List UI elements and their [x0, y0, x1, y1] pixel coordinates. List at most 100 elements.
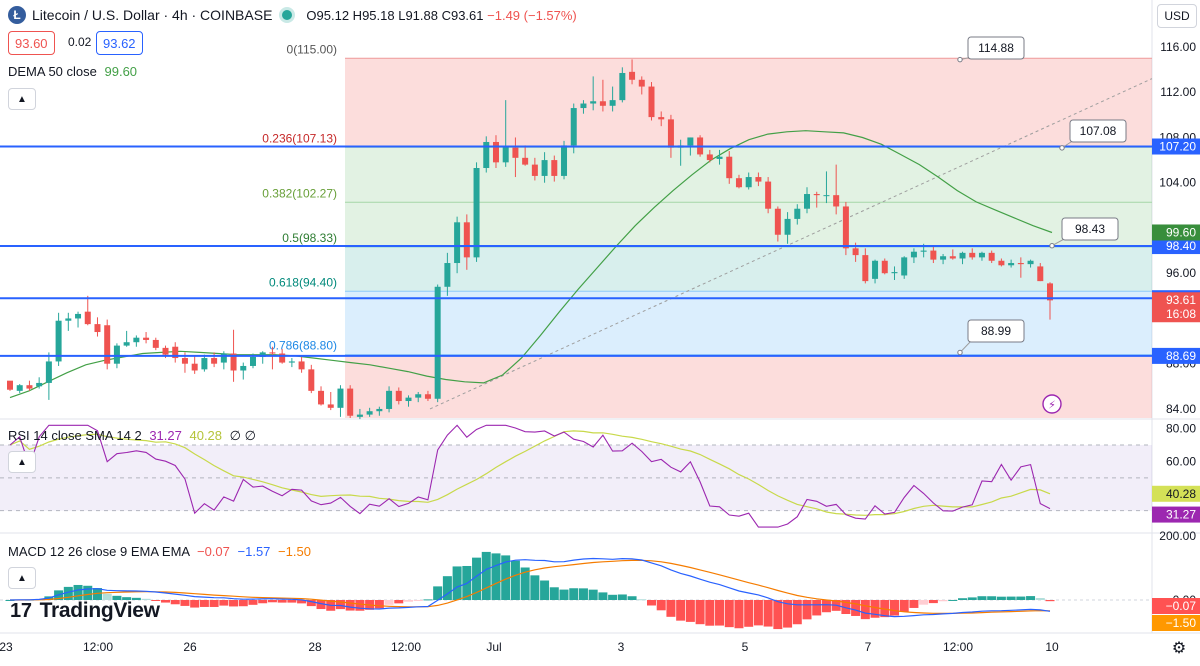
candle [881, 258, 888, 275]
macd-hist-bar [783, 600, 793, 628]
macd-hist-bar [209, 600, 219, 607]
macd-hist-bar [1045, 600, 1055, 602]
currency-button[interactable]: USD [1157, 4, 1197, 28]
macd-hist-bar [744, 600, 754, 627]
candle-body [162, 347, 169, 355]
candle [629, 59, 636, 85]
candle [813, 191, 820, 208]
candle-body [181, 358, 188, 364]
macd-hist-bar [472, 557, 482, 600]
candle [842, 201, 849, 256]
candle [347, 385, 354, 418]
callout-box [967, 36, 1025, 60]
macd-hist-badge-label: −0.07 [1166, 599, 1197, 613]
macd-tick-label: 200.00 [1159, 529, 1196, 543]
candle-body [269, 352, 276, 354]
macd-hist-bar [267, 600, 277, 603]
fib-level-label: 0(115.00) [287, 42, 337, 56]
candle [940, 253, 947, 265]
candle [969, 248, 976, 260]
macd-hist-bar [763, 600, 773, 627]
macd-legend[interactable]: MACD 12 26 close 9 EMA EMA −0.07 −1.57 −… [8, 544, 311, 559]
price-callout[interactable]: 107.08 [1059, 119, 1127, 151]
candle-body [1047, 283, 1053, 301]
rsi-sma-line [9, 430, 1051, 516]
dema-legend[interactable]: DEMA 50 close 99.60 [8, 64, 137, 79]
macd-hist-bar [238, 600, 248, 607]
candle-body [36, 382, 43, 387]
candle [949, 249, 956, 260]
candle-body [502, 146, 509, 163]
candle [123, 330, 130, 347]
buy-price-button[interactable]: 93.62 [96, 31, 143, 55]
candle [784, 212, 791, 244]
macd-hist-bar [685, 600, 695, 622]
time-tick-label: 12:00 [391, 640, 421, 654]
candle-body [648, 86, 655, 118]
callout-label: 107.08 [1080, 124, 1117, 138]
candle-body [842, 206, 849, 249]
fib-level-label: 0.382(102.27) [262, 186, 337, 200]
candle [288, 358, 295, 368]
macd-hist-bar [404, 600, 414, 602]
time-tick-label: 12:00 [943, 640, 973, 654]
candle [104, 319, 111, 370]
candle-body [395, 390, 402, 402]
macd-hist-bar [491, 553, 501, 600]
macd-hist-bar [423, 599, 433, 601]
candle [26, 380, 33, 391]
price-change: −1.49 (−1.57%) [487, 7, 577, 23]
collapse-macd-button[interactable]: ▲ [8, 567, 36, 589]
lightning-icon[interactable] [1042, 394, 1062, 414]
candle [872, 259, 879, 284]
macd-hist-bar [851, 600, 861, 616]
candle-body [1008, 263, 1015, 266]
macd-line [9, 557, 1051, 618]
candle-body [75, 313, 82, 319]
collapse-rsi-button[interactable]: ▲ [8, 451, 36, 473]
macd-hist-bar [83, 585, 93, 600]
candle [191, 355, 198, 374]
macd-hist-bar [987, 596, 997, 600]
macd-hist-bar [229, 600, 239, 607]
collapse-legend-button[interactable]: ▲ [8, 88, 36, 110]
macd-hist-legend-value: −0.07 [196, 544, 230, 559]
candle [658, 111, 665, 127]
macd-hist-bar [646, 600, 656, 606]
rsi-sma-legend-value: 40.28 [189, 428, 223, 443]
candle [16, 384, 23, 394]
fib-level-label: 0.786(88.80) [269, 339, 337, 353]
candle-body [356, 414, 363, 417]
macd-legend-label: MACD 12 26 close 9 EMA EMA [8, 544, 190, 559]
candle [862, 248, 869, 284]
chevron-up-icon: ▲ [17, 93, 27, 105]
macd-hist-bar [588, 589, 598, 600]
candle-body [94, 324, 101, 333]
candle [415, 391, 422, 403]
candle [804, 187, 811, 214]
candle [998, 258, 1005, 267]
candle-body [794, 208, 801, 219]
rsi-legend[interactable]: RSI 14 close SMA 14 2 31.27 40.28 ∅ ∅ [8, 428, 256, 444]
price-callout[interactable]: 114.88 [957, 36, 1025, 63]
rsi-line [9, 424, 1051, 528]
macd-hist-bar [384, 600, 394, 605]
time-tick-label: 12:00 [83, 640, 113, 654]
rsi-tick-label: 60.00 [1166, 454, 1196, 468]
candle [638, 76, 645, 95]
macd-hist-bar [161, 600, 171, 603]
candle-body [658, 117, 665, 120]
sell-price-button[interactable]: 93.60 [8, 31, 55, 55]
dema-legend-value: 99.60 [104, 64, 138, 79]
candle-body [910, 251, 917, 258]
candle [376, 406, 383, 416]
candle-body [444, 263, 451, 287]
candle-body [415, 394, 422, 398]
candle-body [386, 390, 393, 409]
gear-icon[interactable]: ⚙ [1171, 640, 1187, 657]
symbol-title[interactable]: Litecoin / U.S. Dollar · 4h · COINBASE [32, 7, 273, 23]
price-callout[interactable]: 98.43 [1049, 217, 1119, 249]
callout-label: 98.43 [1075, 222, 1105, 236]
price-callout[interactable]: 88.99 [957, 319, 1025, 356]
